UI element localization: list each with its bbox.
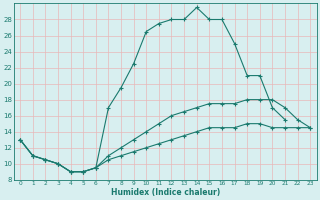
X-axis label: Humidex (Indice chaleur): Humidex (Indice chaleur)	[111, 188, 220, 197]
